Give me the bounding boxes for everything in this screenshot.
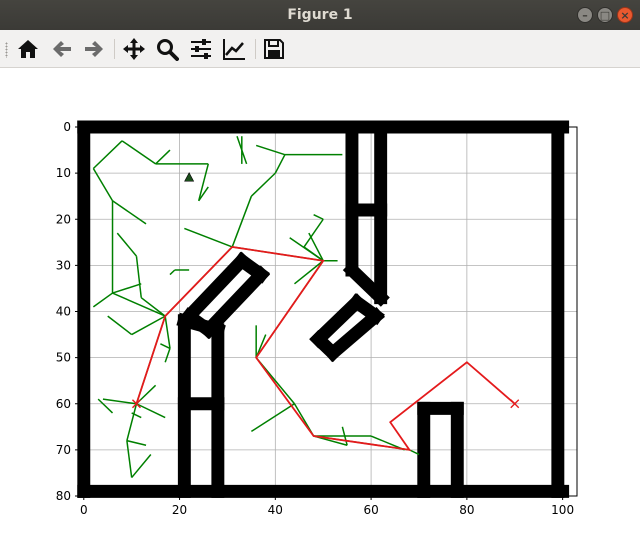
tree-edge <box>294 260 324 285</box>
title-bar[interactable]: Figure 1 – □ × <box>0 0 640 30</box>
y-tick-label: 60 <box>56 397 71 411</box>
tree-edge <box>112 200 147 225</box>
x-tick-label: 0 <box>80 503 88 517</box>
tree-edge <box>135 256 142 298</box>
obstacle-wall <box>232 251 270 284</box>
tree-edge <box>169 269 176 276</box>
tree-edge <box>255 144 286 156</box>
tree-edge <box>92 140 123 170</box>
tree-edge <box>116 232 138 257</box>
back-button[interactable] <box>50 37 74 61</box>
tree-edge <box>112 292 166 317</box>
tree-edge <box>102 398 137 405</box>
y-tick-label: 80 <box>56 489 71 503</box>
tree-edge <box>164 348 171 363</box>
tree-edge <box>126 439 147 446</box>
y-tick-label: 40 <box>56 305 71 319</box>
zoom-button[interactable] <box>155 37 179 61</box>
figure-canvas[interactable]: 0 20 40 60 80 100 0 10 20 30 40 50 60 70 80 <box>0 68 640 549</box>
tree-edge <box>313 213 324 220</box>
tree-edge <box>126 440 133 478</box>
close-button[interactable]: × <box>617 7 633 23</box>
tree-edge <box>184 227 233 248</box>
obstacle-wall <box>179 251 251 326</box>
obstacle-wall <box>347 293 385 326</box>
tree-edge <box>250 172 276 197</box>
tree-edge <box>126 403 138 441</box>
save-button[interactable] <box>262 37 286 61</box>
window-title: Figure 1 <box>287 7 353 23</box>
configure-subplots-button[interactable] <box>189 37 213 61</box>
floppy-disk-icon <box>264 39 284 59</box>
tree-edge <box>92 292 113 308</box>
tree-edge <box>97 398 114 414</box>
obstacle-wall <box>323 306 385 363</box>
forward-button[interactable] <box>82 37 106 61</box>
tree-edge <box>140 297 166 317</box>
y-tick-label: 0 <box>63 120 71 134</box>
toolbar-grip[interactable] <box>5 42 8 58</box>
magnifier-icon <box>157 39 179 61</box>
move-arrows-icon <box>123 38 145 60</box>
minimize-button[interactable]: – <box>577 7 593 23</box>
tree-edge <box>303 218 324 248</box>
start-marker <box>131 399 141 409</box>
planned-path <box>135 245 516 452</box>
line-chart-icon <box>223 39 245 60</box>
tree-edge <box>136 403 166 419</box>
arrow-left-icon <box>53 41 71 57</box>
tree-edge <box>164 316 171 349</box>
tree-edge <box>131 454 152 479</box>
home-button[interactable] <box>16 37 40 61</box>
tree-edge <box>274 154 286 174</box>
y-tick-label: 10 <box>56 166 71 180</box>
tree-edge <box>121 140 157 165</box>
goal-marker <box>510 399 520 409</box>
tree-edge <box>112 283 142 294</box>
obstacle-wall <box>180 307 218 339</box>
x-tick-label: 60 <box>363 503 378 517</box>
tree-edge <box>231 195 253 248</box>
x-tick-label: 40 <box>268 503 283 517</box>
tree-edge <box>250 403 295 433</box>
edit-axis-button[interactable] <box>222 37 246 61</box>
x-tick-label: 100 <box>551 503 574 517</box>
obstacle-wall <box>342 260 390 307</box>
tree-edge <box>198 186 209 202</box>
tree-edge <box>131 315 166 336</box>
tree-edge <box>155 149 171 165</box>
y-tick-label: 20 <box>56 212 71 226</box>
y-tick-label: 50 <box>56 351 71 365</box>
toolbar-separator <box>255 39 256 59</box>
tree-edge <box>197 163 210 201</box>
tree-edge <box>92 168 114 202</box>
tree-edge <box>160 343 171 350</box>
home-icon <box>18 40 38 58</box>
maximize-button[interactable]: □ <box>597 7 613 23</box>
toolbar <box>0 30 640 68</box>
obstacle-wall <box>199 265 271 340</box>
obstacle-wall <box>309 293 366 349</box>
pan-button[interactable] <box>122 37 146 61</box>
y-tick-label: 30 <box>56 258 71 272</box>
toolbar-separator <box>114 39 115 59</box>
sliders-icon <box>191 39 211 59</box>
y-tick-label: 70 <box>56 443 71 457</box>
x-tick-label: 20 <box>172 503 187 517</box>
sample-marker <box>184 172 195 182</box>
x-tick-label: 80 <box>459 503 474 517</box>
obstacle-wall <box>309 330 342 363</box>
tree-edge <box>236 135 248 165</box>
tree-edge <box>131 412 142 419</box>
tree-edge <box>341 426 348 446</box>
arrow-right-icon <box>85 41 103 57</box>
tree-edge <box>289 237 324 262</box>
tree-edge <box>107 315 133 336</box>
